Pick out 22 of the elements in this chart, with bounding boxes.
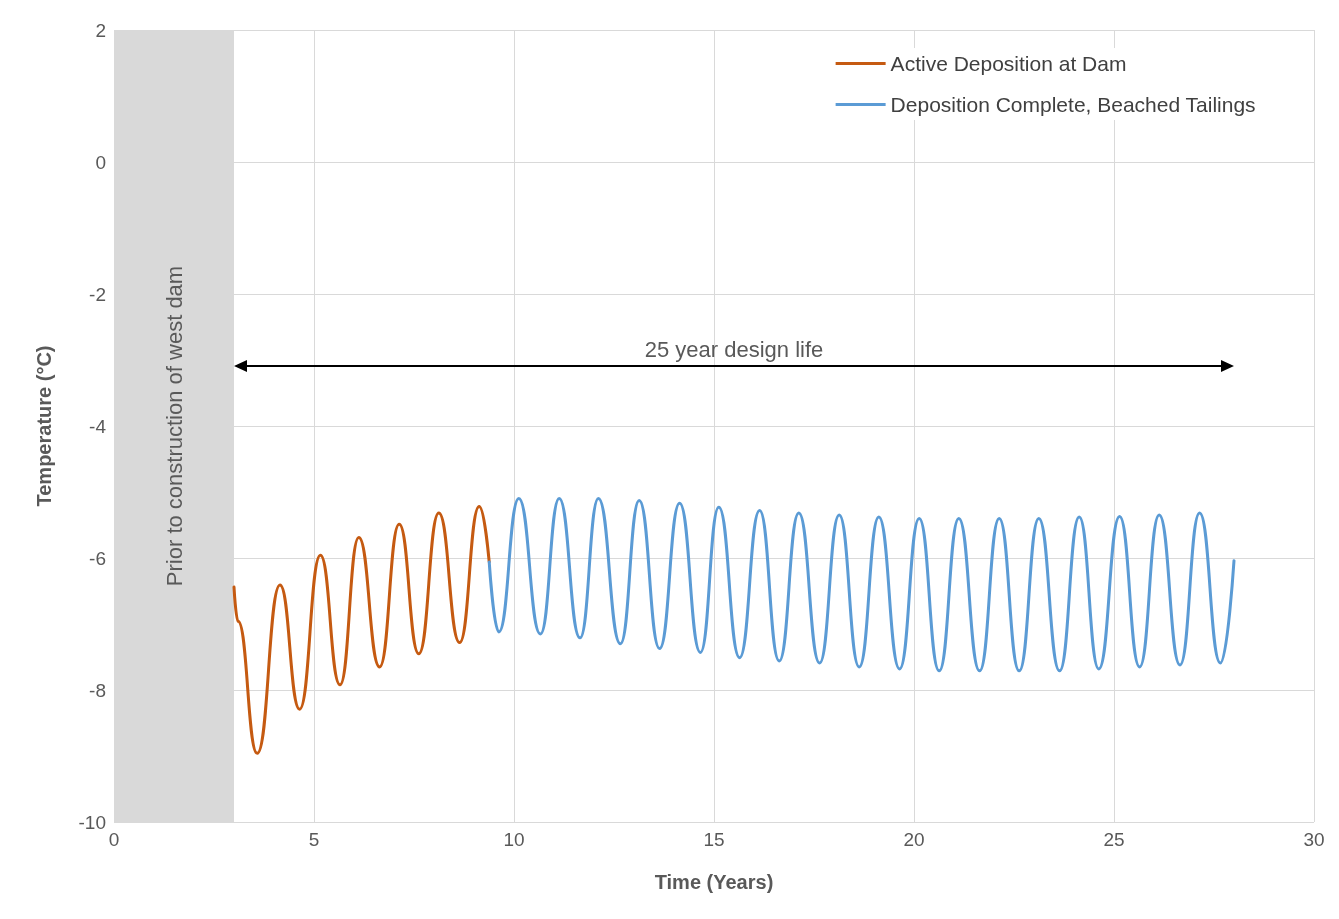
- legend-label: Deposition Complete, Beached Tailings: [890, 93, 1256, 116]
- x-tick-label: 25: [1103, 829, 1125, 850]
- x-axis-title: Time (Years): [654, 871, 774, 893]
- x-tick-label: 15: [703, 829, 725, 850]
- y-tick-label: 0: [95, 151, 106, 173]
- y-tick-label: -6: [89, 547, 106, 569]
- y-tick-label: -10: [78, 811, 106, 833]
- y-tick-label: 2: [95, 19, 106, 41]
- y-tick-label: -8: [89, 679, 106, 701]
- x-tick-label: 30: [1303, 829, 1325, 850]
- annotation: 25 year design life: [643, 337, 825, 362]
- x-tick-label: 5: [308, 829, 320, 850]
- y-axis-title: Temperature (°C): [33, 345, 55, 507]
- y-tick-label: -4: [89, 415, 107, 437]
- x-tick-label: 10: [503, 829, 525, 850]
- band-label: Prior to construction of west dam: [161, 265, 187, 587]
- line-series: [232, 505, 491, 755]
- line-series: [487, 497, 1236, 673]
- legend-label: Active Deposition at Dam: [890, 52, 1127, 75]
- x-tick-label: 0: [108, 829, 120, 850]
- x-tick-label: 20: [903, 829, 925, 850]
- y-tick-label: -2: [89, 283, 106, 305]
